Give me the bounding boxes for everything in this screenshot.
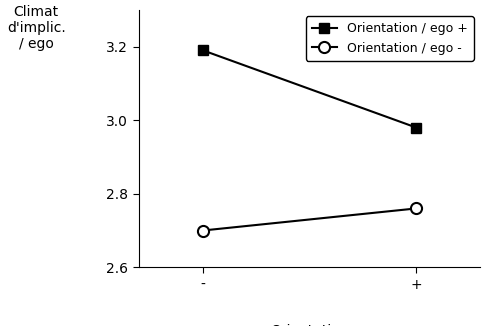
Line: Orientation / ego +: Orientation / ego +	[198, 45, 421, 132]
Line: Orientation / ego -: Orientation / ego -	[197, 203, 422, 236]
Orientation / ego -	[413, 206, 419, 210]
Text: Climat
d'implic.
/ ego: Climat d'implic. / ego	[7, 5, 65, 51]
Orientation / ego -	[199, 229, 205, 232]
Orientation / ego +	[413, 126, 419, 129]
Text: Orientation: Orientation	[270, 324, 348, 326]
Legend: Orientation / ego +, Orientation / ego -: Orientation / ego +, Orientation / ego -	[305, 16, 474, 61]
Orientation / ego +	[199, 48, 205, 52]
